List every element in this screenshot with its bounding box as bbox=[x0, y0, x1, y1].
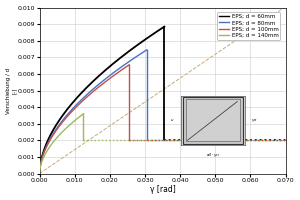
Y-axis label: Verschiebung / d
[-]: Verschiebung / d [-] bbox=[6, 67, 16, 114]
X-axis label: γ [rad]: γ [rad] bbox=[150, 185, 175, 194]
Legend: EPS; d = 60mm, EPS; d = 80mm, EPS; d = 100mm, EPS; d = 140mm: EPS; d = 60mm, EPS; d = 80mm, EPS; d = 1… bbox=[218, 12, 280, 40]
